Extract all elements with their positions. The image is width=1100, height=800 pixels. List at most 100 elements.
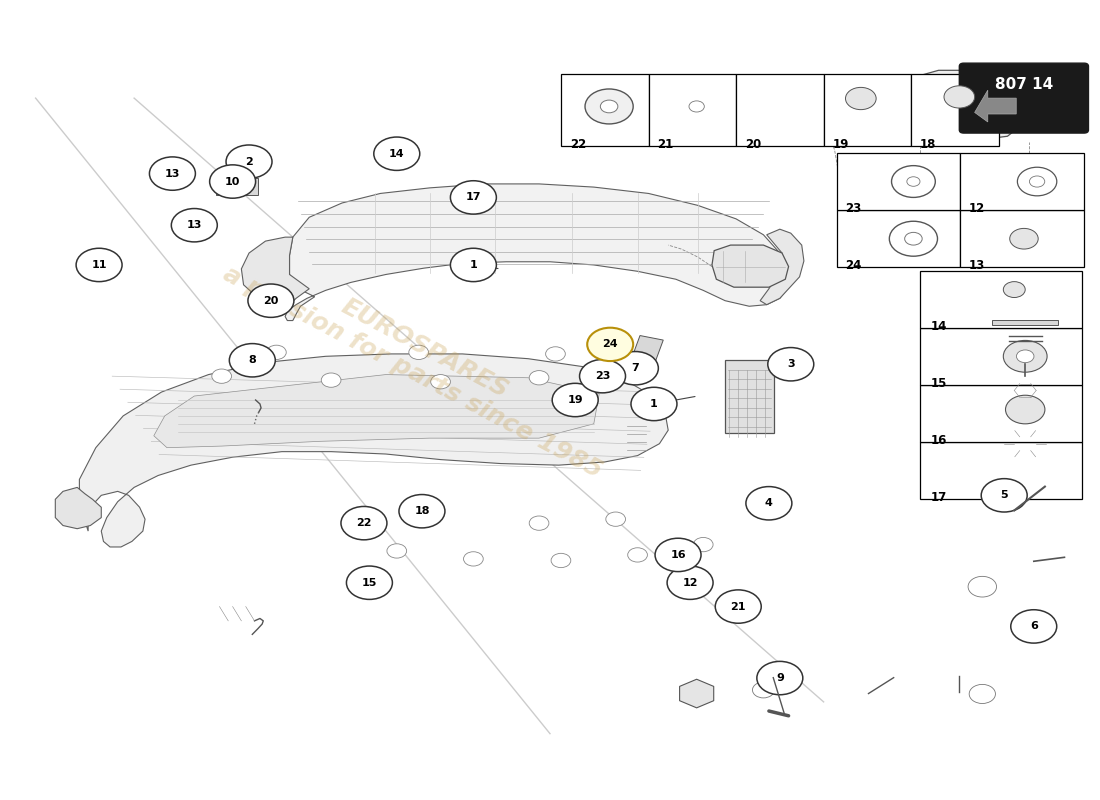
Text: 14: 14 [389,149,405,158]
Text: 8: 8 [249,355,256,366]
Text: 20: 20 [263,296,278,306]
FancyBboxPatch shape [959,63,1089,133]
Text: 13: 13 [165,169,180,178]
Bar [217,178,257,195]
Bar [725,360,774,434]
Circle shape [628,548,648,562]
Bar [960,210,1085,267]
Circle shape [613,351,658,385]
Text: 21: 21 [658,138,673,151]
Bar [625,335,663,382]
Circle shape [409,345,429,359]
Polygon shape [975,90,1016,122]
Text: 13: 13 [969,259,986,272]
Circle shape [746,486,792,520]
Text: EUROSPARES
a passion for parts since 1985: EUROSPARES a passion for parts since 198… [219,238,618,483]
Circle shape [266,345,286,359]
Circle shape [715,590,761,623]
Text: 4: 4 [764,498,773,508]
Polygon shape [916,70,1026,139]
Circle shape [529,370,549,385]
Text: 19: 19 [568,395,583,405]
Circle shape [981,478,1027,512]
Circle shape [346,566,393,599]
Polygon shape [760,229,804,305]
Circle shape [1010,228,1038,249]
Circle shape [76,248,122,282]
Circle shape [752,682,774,698]
Text: 24: 24 [603,339,618,350]
Text: 14: 14 [931,320,947,333]
Circle shape [321,373,341,387]
Bar [920,270,1082,328]
Text: 22: 22 [570,138,586,151]
Circle shape [229,343,275,377]
Circle shape [846,87,876,110]
Text: 15: 15 [362,578,377,588]
Text: 12: 12 [969,202,986,215]
Circle shape [656,538,701,571]
Text: 13: 13 [187,220,202,230]
Circle shape [1011,610,1057,643]
Circle shape [551,554,571,568]
Circle shape [689,101,704,112]
Circle shape [529,516,549,530]
Bar [837,153,960,210]
Circle shape [606,512,626,526]
Polygon shape [154,374,600,448]
Bar [920,328,1082,385]
Circle shape [580,359,626,393]
Circle shape [552,383,598,417]
Text: 22: 22 [356,518,372,528]
Text: 1: 1 [650,399,658,409]
Circle shape [399,494,444,528]
Text: 19: 19 [833,138,849,151]
Text: 16: 16 [670,550,686,560]
Bar [561,74,649,146]
Circle shape [1003,282,1025,298]
Polygon shape [55,487,101,529]
Circle shape [969,685,996,703]
Text: 9: 9 [776,673,784,683]
Text: 5: 5 [1000,490,1008,500]
Circle shape [1016,350,1034,362]
Text: 18: 18 [415,506,430,516]
Text: 18: 18 [920,138,936,151]
Bar [824,74,911,146]
Circle shape [450,248,496,282]
Text: 11: 11 [91,260,107,270]
Circle shape [667,566,713,599]
Circle shape [944,86,975,108]
Text: 21: 21 [730,602,746,611]
Circle shape [1005,395,1045,424]
Circle shape [463,552,483,566]
Circle shape [631,387,676,421]
Polygon shape [920,176,1030,250]
Text: 10: 10 [224,177,240,186]
Text: 20: 20 [745,138,761,151]
Text: 7: 7 [631,363,639,374]
Circle shape [341,506,387,540]
Circle shape [768,347,814,381]
Circle shape [546,346,565,361]
Circle shape [450,181,496,214]
Circle shape [212,369,231,383]
Polygon shape [712,86,800,134]
Polygon shape [992,320,1058,325]
Text: 23: 23 [595,371,610,381]
Circle shape [172,209,218,242]
Bar [911,74,999,146]
Text: 15: 15 [931,377,947,390]
Circle shape [387,544,407,558]
Polygon shape [712,245,789,287]
Polygon shape [285,184,791,321]
Circle shape [374,137,420,170]
Circle shape [226,145,272,178]
Text: 23: 23 [846,202,861,215]
Circle shape [248,284,294,318]
Text: 6: 6 [1030,622,1037,631]
Circle shape [693,538,713,552]
Text: 12: 12 [682,578,697,588]
Circle shape [585,89,634,124]
Polygon shape [79,354,668,547]
